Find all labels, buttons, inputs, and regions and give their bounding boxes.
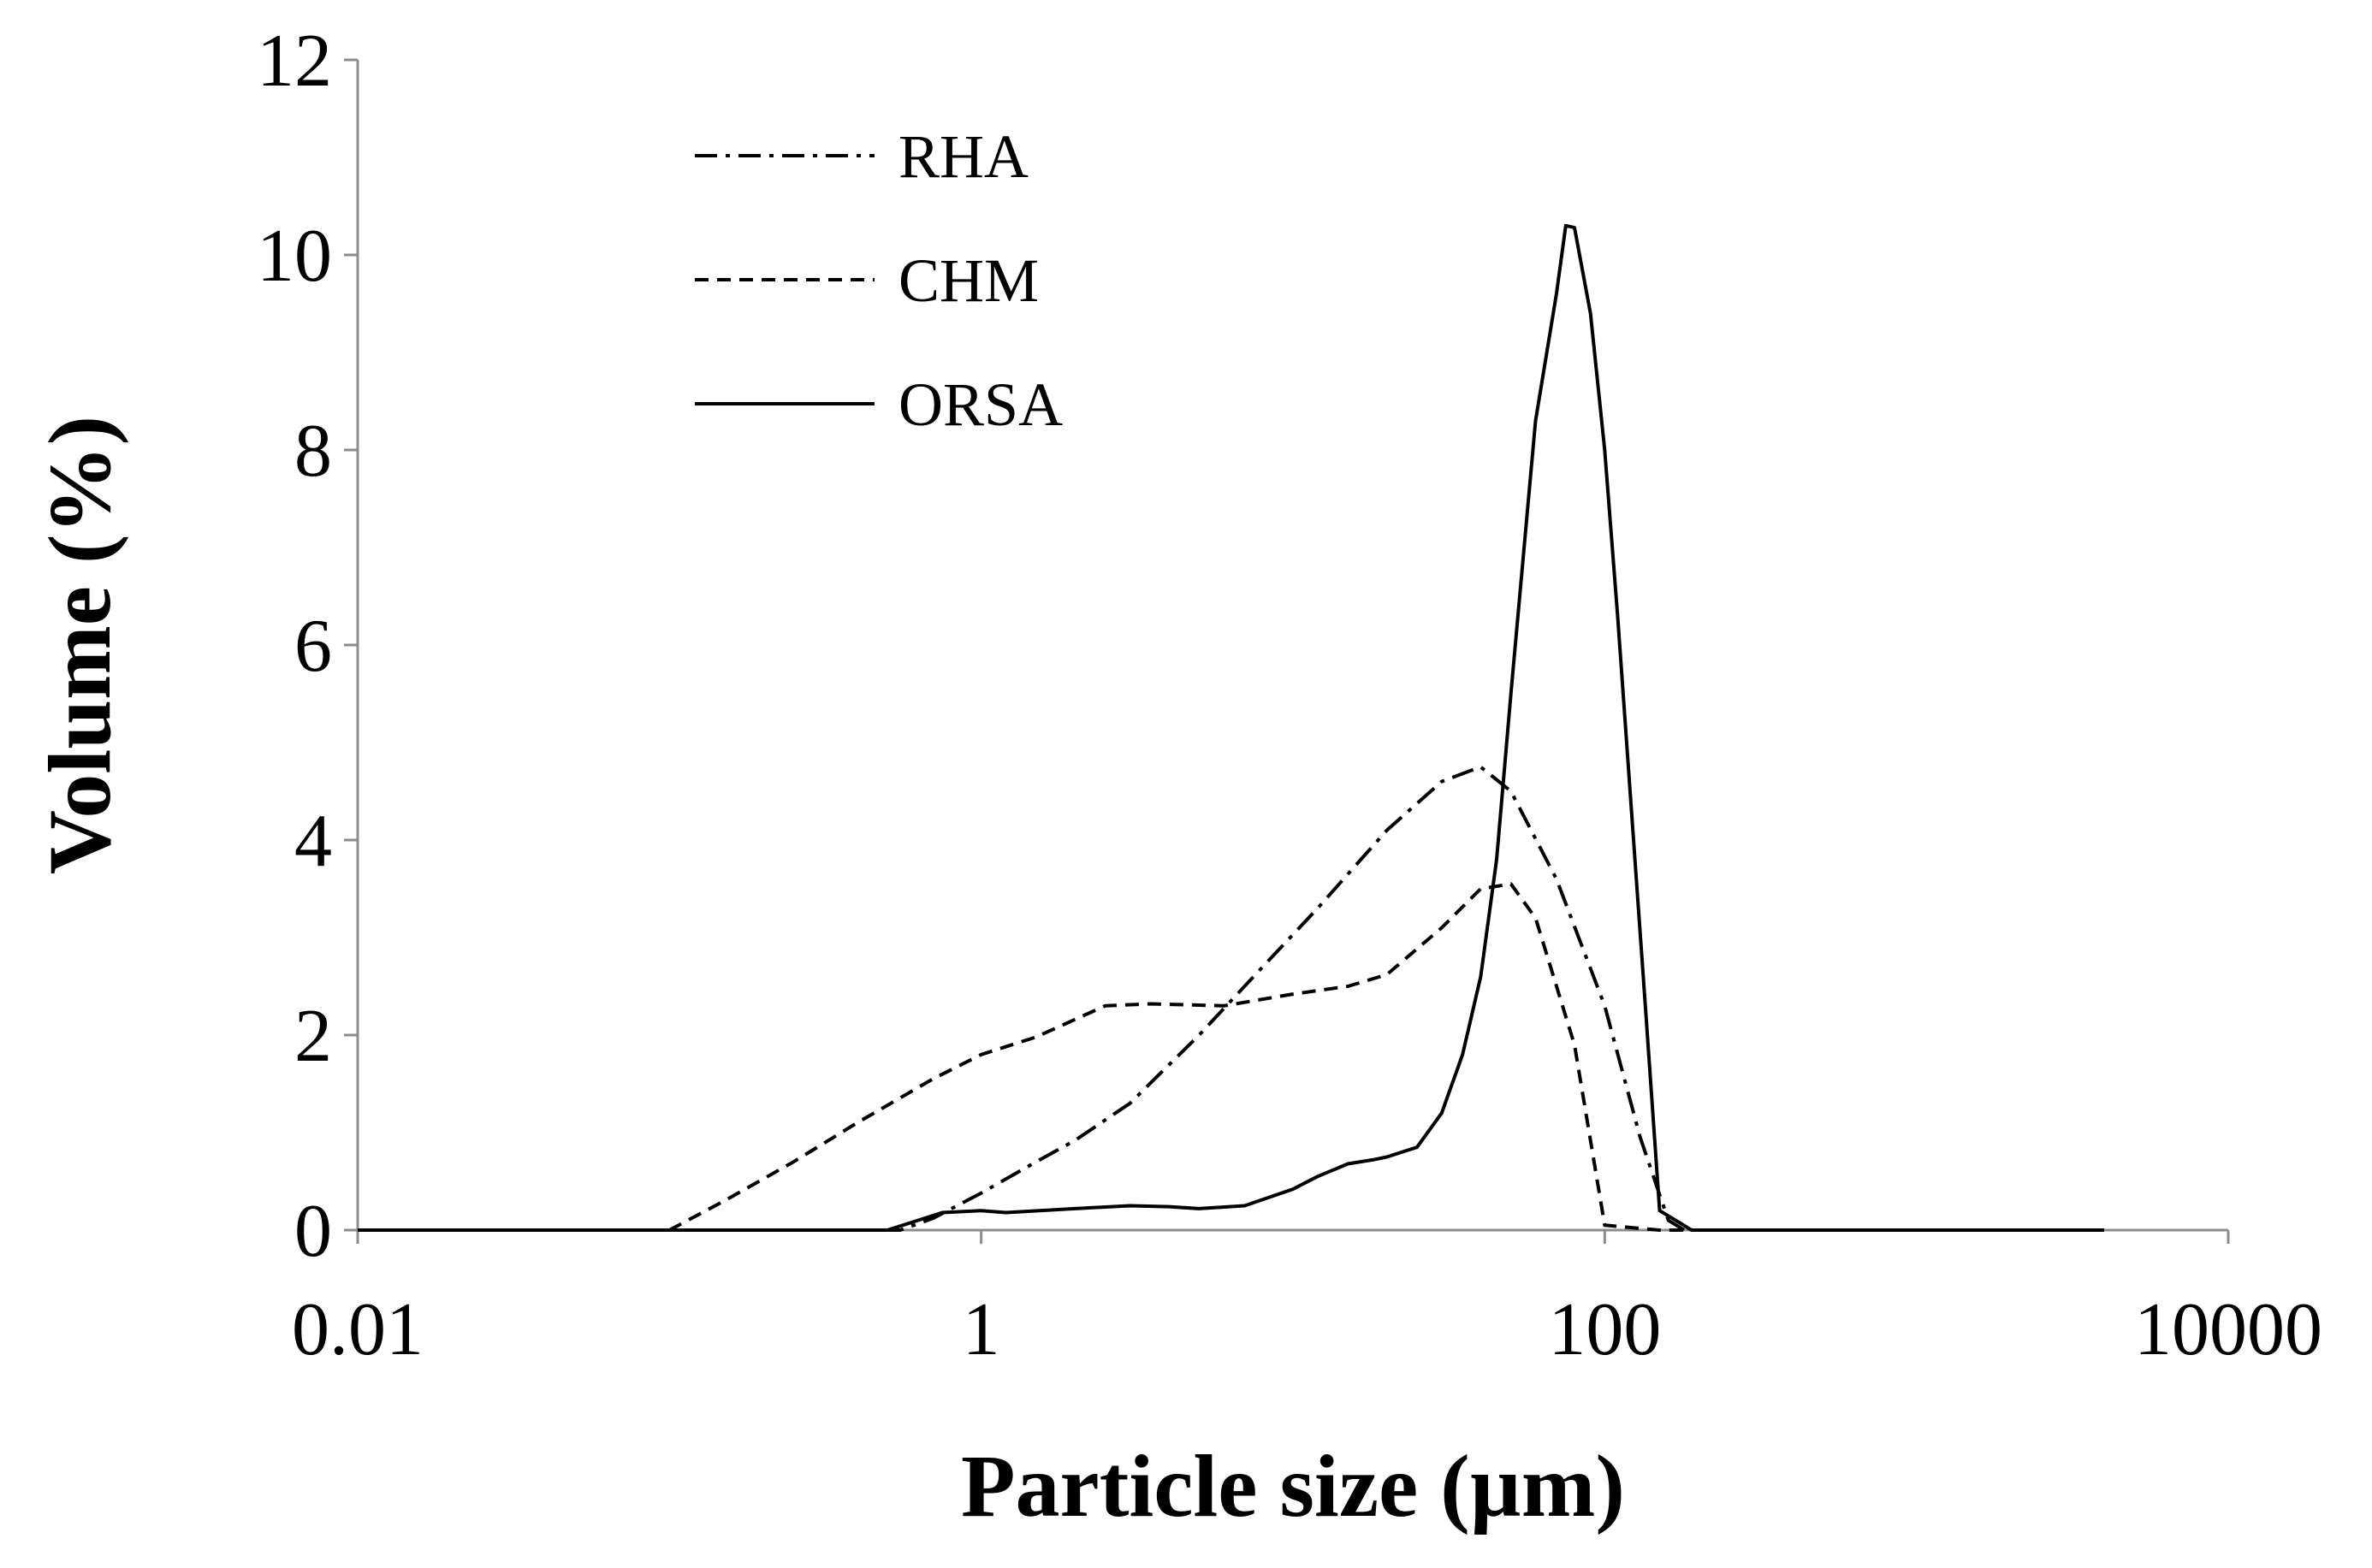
y-ticks: 0 2 4 6 8 10 12: [257, 20, 358, 1273]
y-axis-title: Volume (%): [31, 416, 129, 874]
y-tick-label: 8: [294, 410, 332, 493]
x-ticks: 0.01 1 100 10000: [292, 1230, 2322, 1371]
y-tick-label: 6: [294, 605, 332, 688]
legend-label-orsa: ORSA: [898, 370, 1063, 439]
y-tick-label: 2: [294, 995, 332, 1078]
y-tick-label: 4: [294, 800, 332, 883]
y-tick-label: 10: [257, 215, 332, 298]
x-axis-title: Particle size (µm): [961, 1437, 1625, 1535]
series-layer: [358, 223, 2104, 1232]
series-line-rha: [358, 765, 2104, 1232]
plot-axes: [356, 60, 2228, 1232]
x-tick-label: 10000: [2134, 1288, 2322, 1371]
x-tick-label: 1: [963, 1288, 1000, 1371]
legend: RHA CHM ORSA: [695, 122, 1063, 439]
y-tick-label: 12: [257, 20, 332, 103]
x-tick-label: 0.01: [292, 1288, 424, 1371]
x-tick-label: 100: [1548, 1288, 1661, 1371]
series-line-orsa: [358, 223, 2104, 1232]
y-tick-label: 0: [294, 1190, 332, 1273]
series-line-chm: [358, 882, 2104, 1232]
legend-label-chm: CHM: [898, 246, 1039, 315]
legend-label-rha: RHA: [898, 122, 1029, 191]
